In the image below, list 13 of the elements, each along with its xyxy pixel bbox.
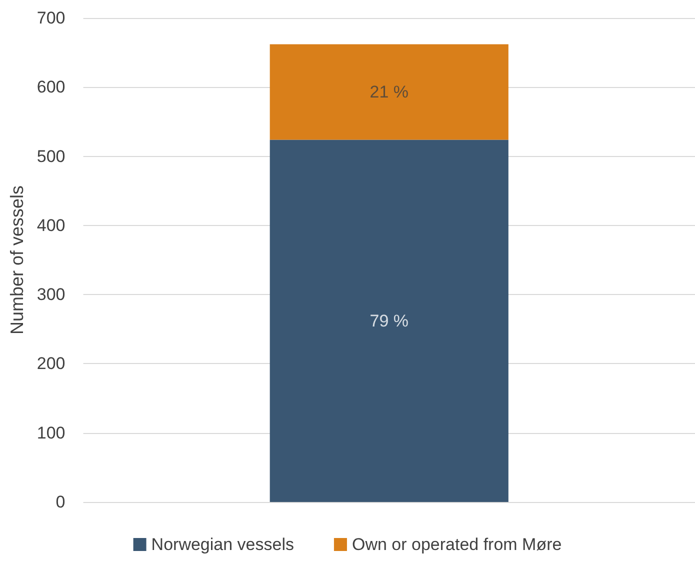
y-tick-label: 100 (36, 423, 66, 442)
annotation: 79 % (370, 311, 409, 330)
legend-label: Norwegian vessels (151, 535, 294, 554)
legend-label: Own or operated from Møre (352, 535, 562, 554)
y-axis-title: Number of vessels (7, 185, 27, 335)
y-tick-label: 700 (36, 8, 66, 28)
y-tick-label: 400 (36, 216, 66, 235)
y-tick-label: 600 (36, 78, 66, 97)
y-tick-label: 200 (36, 354, 66, 374)
y-tick-label: 500 (36, 146, 66, 166)
annotation: 21 % (370, 82, 409, 102)
y-tick-label: 0 (56, 492, 66, 512)
y-tick-label: 300 (36, 285, 66, 304)
